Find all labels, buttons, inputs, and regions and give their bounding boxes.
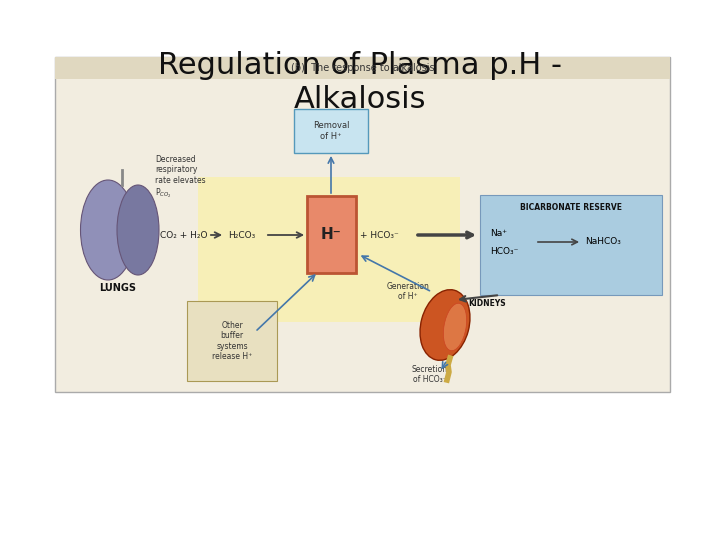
Text: KIDNEYS: KIDNEYS bbox=[468, 299, 505, 307]
Text: Decreased
respiratory
rate elevates
P$_{CO_2}$: Decreased respiratory rate elevates P$_{… bbox=[155, 155, 206, 200]
FancyBboxPatch shape bbox=[55, 57, 670, 79]
Text: H₂CO₃: H₂CO₃ bbox=[228, 231, 256, 240]
Text: Regulation of Plasma p.H -: Regulation of Plasma p.H - bbox=[158, 51, 562, 79]
Ellipse shape bbox=[420, 289, 470, 360]
FancyBboxPatch shape bbox=[187, 301, 277, 381]
Text: (b)  The response to alkalosis: (b) The response to alkalosis bbox=[291, 63, 434, 73]
FancyBboxPatch shape bbox=[55, 57, 670, 392]
Text: + HCO₃⁻: + HCO₃⁻ bbox=[360, 231, 399, 240]
Text: Generation
of H⁺: Generation of H⁺ bbox=[387, 282, 429, 301]
Text: Alkalosis: Alkalosis bbox=[294, 85, 426, 114]
Ellipse shape bbox=[81, 180, 135, 280]
Text: NaHCO₃: NaHCO₃ bbox=[585, 238, 621, 246]
Text: Secretion
of HCO₃⁻: Secretion of HCO₃⁻ bbox=[412, 365, 448, 384]
Text: Na⁺: Na⁺ bbox=[490, 228, 507, 238]
FancyBboxPatch shape bbox=[294, 109, 368, 153]
Text: H⁻: H⁻ bbox=[321, 227, 342, 242]
FancyBboxPatch shape bbox=[198, 177, 460, 322]
Text: BICARBONATE RESERVE: BICARBONATE RESERVE bbox=[520, 202, 622, 212]
Ellipse shape bbox=[444, 303, 467, 350]
FancyBboxPatch shape bbox=[307, 196, 356, 273]
Text: Removal
of H⁺: Removal of H⁺ bbox=[312, 122, 349, 141]
Text: CO₂ + H₂O: CO₂ + H₂O bbox=[160, 231, 207, 240]
Text: Other
buffer
systems
release H⁺: Other buffer systems release H⁺ bbox=[212, 321, 252, 361]
FancyBboxPatch shape bbox=[480, 195, 662, 295]
Text: HCO₃⁻: HCO₃⁻ bbox=[490, 246, 518, 255]
Text: LUNGS: LUNGS bbox=[99, 283, 137, 293]
Ellipse shape bbox=[117, 185, 159, 275]
